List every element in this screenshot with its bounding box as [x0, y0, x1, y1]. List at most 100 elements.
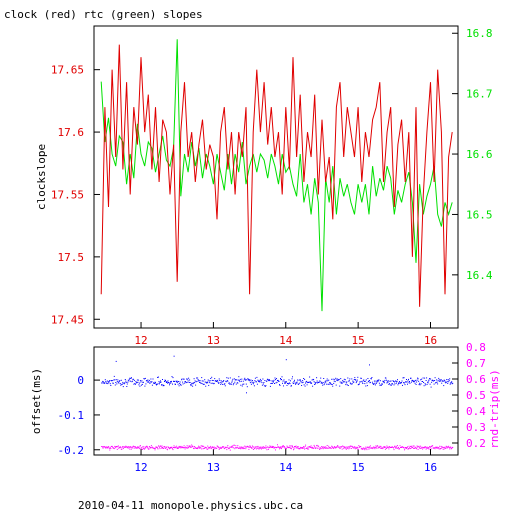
bottom-right-tick-label: 0.8 [466, 341, 486, 354]
rndtrip-point [252, 449, 254, 450]
offset-point [382, 380, 384, 382]
offset-point [322, 382, 324, 384]
offset-point [299, 382, 301, 384]
offset-point [393, 380, 394, 382]
rndtrip-point [364, 449, 366, 451]
rndtrip-point [268, 446, 270, 448]
offset-point [423, 385, 425, 387]
offset-point [336, 378, 338, 380]
offset-point [146, 381, 148, 383]
rndtrip-point [250, 447, 252, 449]
rndtrip-point [425, 448, 427, 450]
offset-point [276, 381, 278, 383]
rndtrip-point [378, 446, 380, 448]
offset-point [449, 378, 451, 380]
offset-point [341, 381, 343, 383]
offset-point [302, 380, 304, 382]
offset-point [104, 382, 106, 384]
offset-point [233, 378, 235, 380]
offset-point [268, 380, 270, 382]
rndtrip-point [149, 446, 151, 448]
offset-point [138, 382, 140, 384]
rndtrip-point [206, 447, 208, 449]
offset-point [101, 382, 103, 384]
rndtrip-point [304, 448, 306, 450]
offset-point [233, 383, 235, 384]
offset-point [349, 382, 351, 384]
rndtrip-point [349, 447, 351, 449]
rndtrip-point [237, 445, 239, 447]
rndtrip-point [434, 447, 436, 449]
offset-point [401, 380, 403, 382]
rndtrip-point [116, 448, 118, 450]
rndtrip-point [110, 448, 112, 449]
offset-point [311, 382, 313, 384]
offset-point [436, 379, 438, 381]
offset-point [240, 384, 242, 386]
offset-point [356, 381, 358, 382]
rndtrip-point [424, 447, 426, 449]
rndtrip-point [348, 448, 350, 450]
rndtrip-point [213, 446, 215, 448]
rndtrip-point [243, 447, 245, 449]
rndtrip-point [396, 447, 398, 449]
offset-point [186, 378, 188, 380]
offset-point [190, 384, 192, 386]
top-right-tick-label: 16.4 [466, 269, 493, 282]
rndtrip-point [132, 447, 134, 449]
offset-point [375, 380, 377, 382]
rndtrip-point [150, 445, 152, 447]
offset-point [336, 379, 338, 381]
rndtrip-point [120, 447, 122, 449]
offset-point [363, 381, 365, 382]
offset-point [207, 382, 209, 384]
offset-point [433, 380, 435, 382]
offset-point [249, 380, 251, 382]
chart-title: clock (red) rtc (green) slopes [4, 8, 203, 21]
rndtrip-point [289, 445, 291, 447]
offset-point [410, 377, 412, 379]
rndtrip-point [357, 447, 359, 449]
offset-point [348, 380, 350, 382]
offset-point [147, 379, 149, 381]
offset-point [444, 380, 446, 382]
offset-point [415, 379, 417, 381]
rndtrip-point [241, 447, 243, 449]
rndtrip-point [247, 446, 249, 447]
rndtrip-point [224, 447, 226, 449]
offset-point [141, 383, 143, 385]
offset-point [364, 380, 366, 382]
offset-point [301, 382, 303, 384]
rndtrip-point [233, 444, 235, 446]
rndtrip-point [342, 446, 344, 448]
rndtrip-point [256, 446, 258, 448]
rndtrip-point [179, 446, 181, 448]
top-x-tick-label: 15 [352, 334, 365, 347]
bottom-x-tick-label: 16 [424, 461, 437, 474]
offset-point [252, 382, 254, 384]
offset-point [302, 381, 304, 383]
rndtrip-point [295, 445, 297, 447]
rndtrip-point [377, 445, 379, 447]
offset-point [142, 381, 144, 383]
offset-point [373, 383, 375, 385]
offset-point [190, 385, 192, 387]
rndtrip-point [320, 448, 322, 450]
offset-point [370, 378, 372, 380]
offset-point [226, 377, 228, 379]
offset-point [220, 380, 222, 382]
offset-point [421, 378, 423, 380]
top-y-axis-label: clockslope [35, 144, 48, 210]
offset-point [411, 381, 412, 383]
offset-point [369, 381, 371, 383]
rndtrip-point [269, 446, 271, 448]
rndtrip-point [275, 449, 276, 451]
rndtrip-point [411, 445, 412, 447]
offset-point [439, 379, 441, 381]
offset-point [177, 381, 179, 383]
rndtrip-point [143, 446, 145, 448]
offset-point [279, 384, 280, 386]
offset-point [175, 380, 177, 382]
rndtrip-point [157, 447, 158, 449]
